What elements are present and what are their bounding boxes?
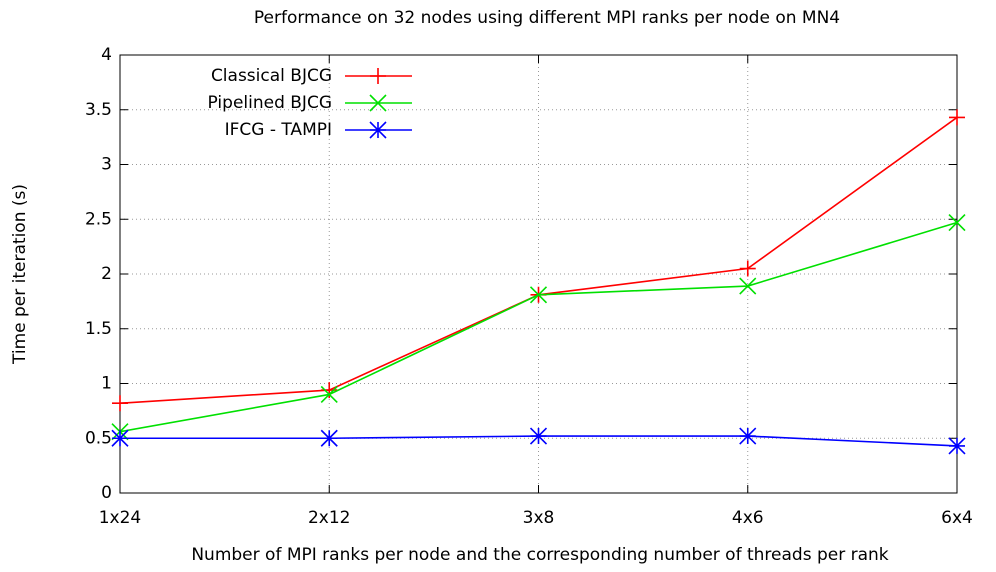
y-tick-label: 1 xyxy=(101,374,112,394)
data-point xyxy=(320,385,338,404)
data-point xyxy=(948,213,966,232)
y-axis-label: Time per iteration (s) xyxy=(10,184,30,365)
x-tick-label: 3x8 xyxy=(523,508,555,528)
y-tick-label: 1.5 xyxy=(85,319,112,339)
data-point xyxy=(949,109,965,126)
legend-label: IFCG - TAMPI xyxy=(225,120,332,140)
y-tick-label: 3.5 xyxy=(85,100,112,120)
legend-label: Classical BJCG xyxy=(211,66,332,86)
y-tick-label: 3 xyxy=(101,155,112,175)
y-tick-label: 2.5 xyxy=(85,209,112,229)
plot-frame xyxy=(119,54,958,494)
y-tick-label: 0.5 xyxy=(85,428,112,448)
data-point xyxy=(739,260,756,277)
legend-marker xyxy=(369,94,387,112)
data-point xyxy=(320,429,338,447)
legend-marker xyxy=(370,68,386,84)
data-point xyxy=(739,427,757,445)
x-tick-label: 2x12 xyxy=(308,508,351,528)
legend-label: Pipelined BJCG xyxy=(208,93,332,113)
x-tick-label: 1x24 xyxy=(99,508,142,528)
data-point xyxy=(112,395,128,412)
x-tick-label: 4x6 xyxy=(732,508,764,528)
data-point xyxy=(739,277,757,295)
x-axis-label: Number of MPI ranks per node and the cor… xyxy=(191,545,888,565)
data-point xyxy=(529,427,548,445)
y-tick-label: 2 xyxy=(101,264,112,284)
y-tick-label: 4 xyxy=(101,45,112,65)
chart-title: Performance on 32 nodes using different … xyxy=(254,8,840,28)
x-tick-label: 6x4 xyxy=(941,508,973,528)
data-point xyxy=(111,429,129,447)
legend-marker xyxy=(369,121,387,139)
data-point xyxy=(948,437,966,455)
y-tick-label: 0 xyxy=(101,483,112,503)
data-point xyxy=(529,286,548,304)
